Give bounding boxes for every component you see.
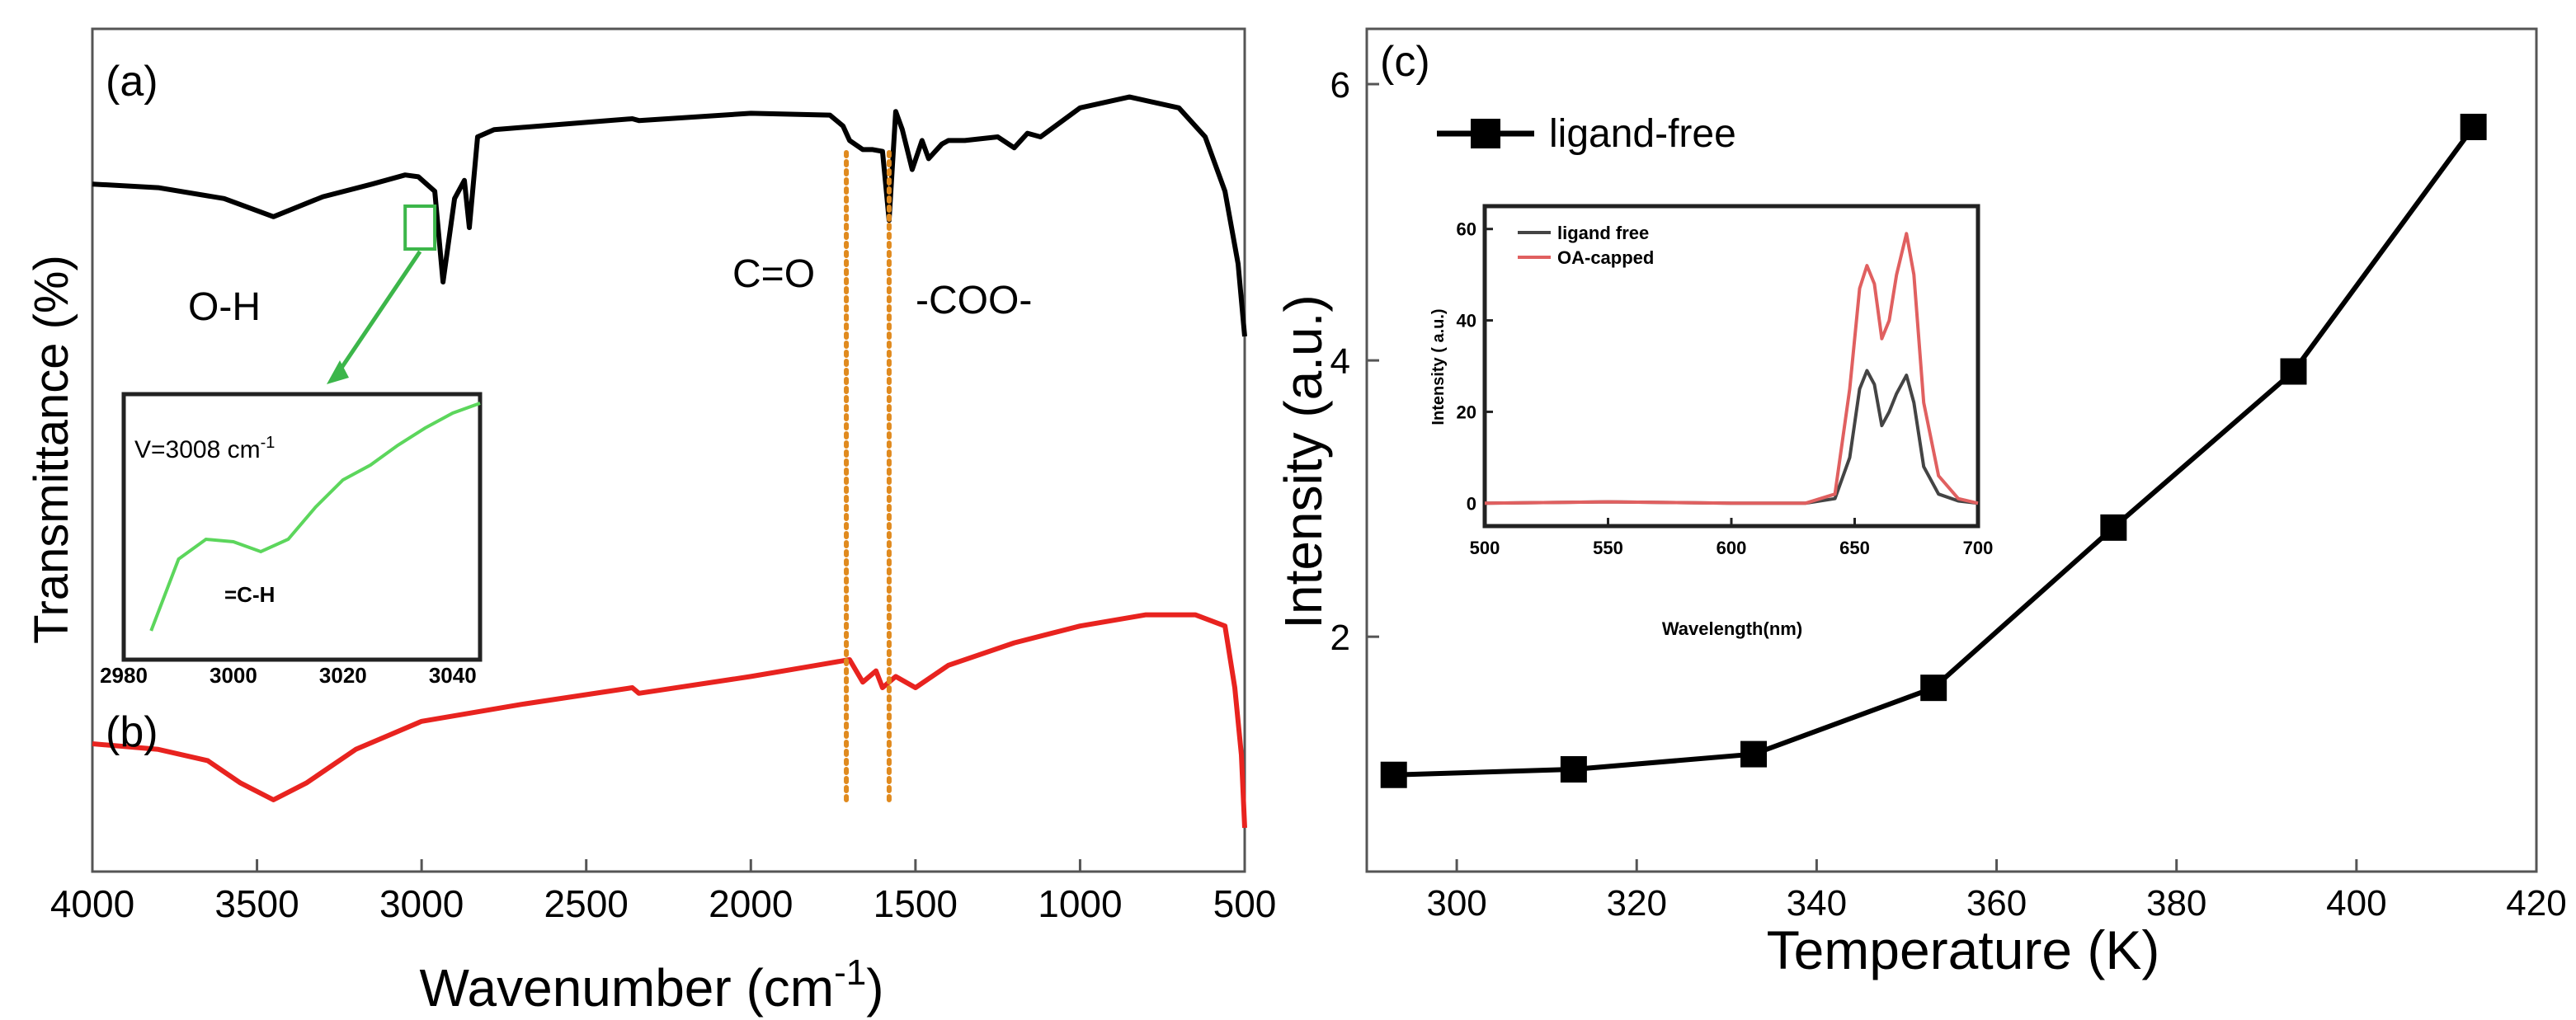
- panel-ab: 4000 3500 3000 2500 2000 1500 1000 500 (a) (b) …: [25, 27, 1277, 1018]
- panel-ab-x-tick-label-7: 500: [1213, 882, 1277, 925]
- panel-c-y-tick-label-0: 2: [1330, 618, 1350, 658]
- inset-c-y-tick-label-2: 40: [1457, 311, 1476, 331]
- panel-ab-y-axis-label: Transmittance (%): [25, 255, 78, 644]
- panel-c-inset: 500 550 600 650 700 0 20 40 60 ligand free OA-ca…: [1429, 204, 1994, 639]
- panel-ab-x-axis-label: Wavenumber (cm-1): [419, 952, 883, 1018]
- data-point-333K: [1740, 740, 1768, 768]
- inset-c-x-tick-label-1: 550: [1593, 538, 1623, 558]
- panel-c-x-tick-label-1: 320: [1607, 883, 1667, 924]
- zoom-arrow-shaft: [334, 250, 422, 377]
- panel-ab-x-tick-label-1: 3500: [214, 882, 299, 925]
- panel-c-x-tick-label-6: 420: [2506, 883, 2566, 924]
- panel-label-c: (c): [1380, 38, 1430, 86]
- panel-c-x-tick-label-0: 300: [1426, 883, 1486, 924]
- panel-ab-x-tick-label-3: 2500: [544, 882, 629, 925]
- data-point-373K: [2100, 514, 2127, 541]
- annotation-coo: -COO-: [916, 279, 1032, 322]
- inset-c-x-tick-label-2: 600: [1717, 538, 1747, 558]
- inset-ab-frame: [121, 392, 483, 662]
- data-point-293K: [1380, 761, 1407, 788]
- data-point-313K: [1560, 756, 1587, 783]
- inset-ab-line: [149, 402, 481, 632]
- series-line-b: [92, 612, 1247, 829]
- panel-c-x-tick-label-2: 340: [1787, 883, 1847, 924]
- inset-c-x-tick-label-3: 650: [1839, 538, 1870, 558]
- panel-c-x-tick-label-4: 380: [2146, 883, 2206, 924]
- panel-c-series: [1380, 113, 2487, 788]
- inset-c-y-axis-label: Intensity ( a.u.): [1429, 308, 1448, 425]
- panel-c-legend: ligand-free: [1437, 112, 1736, 156]
- panel-ab-inset: 2980 3000 3020 3040 V=3008 cm-1 =C-H: [100, 392, 483, 688]
- panel-label-b: (b): [106, 708, 158, 756]
- panel-label-a: (a): [106, 58, 158, 106]
- panel-c-x-tick-label-5: 400: [2326, 883, 2386, 924]
- inset-ab-frequency-label: V=3008 cm-1: [134, 434, 275, 463]
- legend-marker: [1471, 119, 1500, 148]
- inset-ab-x-tick-label-0: 2980: [100, 663, 148, 688]
- panel-ab-frame: [91, 27, 1246, 873]
- panel-c-y-tick-label-1: 4: [1330, 341, 1350, 382]
- inset-legend-label-ligand-free: ligand free: [1557, 223, 1649, 243]
- panel-c-x-tick-label-3: 360: [1966, 883, 2027, 924]
- inset-c-y-tick-label-0: 0: [1467, 493, 1476, 514]
- inset-ab-curve: [149, 402, 481, 632]
- panel-ab-x-ticks: 4000 3500 3000 2500 2000 1500 1000 500: [50, 859, 1277, 925]
- data-point-413K: [2460, 113, 2487, 140]
- inset-c-axes: 500 550 600 650 700 0 20 40 60: [1457, 219, 1994, 558]
- zoom-arrow-head: [327, 360, 349, 384]
- inset-c-frame: [1482, 204, 1980, 529]
- inset-c-x-axis-label: Wavelength(nm): [1662, 618, 1802, 639]
- inset-ab-x-tick-label-3: 3040: [429, 663, 477, 688]
- data-point-393K: [2280, 358, 2307, 385]
- inset-c-y-tick-label-1: 20: [1457, 402, 1476, 422]
- panel-ab-x-tick-label-2: 3000: [379, 882, 464, 925]
- annotation-co: C=O: [732, 252, 815, 296]
- inset-ab-x-tick-label-2: 3020: [319, 663, 367, 688]
- panel-c-x-axis-label: Temperature (K): [1767, 919, 2160, 980]
- inset-c-series: [1484, 232, 1979, 505]
- series-line-a: [92, 94, 1247, 337]
- inset-c-x-tick-label-4: 700: [1963, 538, 1994, 558]
- panel-ab-x-tick-label-4: 2000: [709, 882, 793, 925]
- inset-c-y-tick-label-3: 60: [1457, 219, 1476, 240]
- panel-c-frame: [1365, 27, 2538, 873]
- panel-ab-x-tick-label-0: 4000: [50, 882, 134, 925]
- inset-ab-ch-annotation: =C-H: [224, 582, 275, 607]
- inset-ab-x-tick-label-1: 3000: [210, 663, 257, 688]
- annotation-oh: O-H: [188, 285, 261, 329]
- inset-ab-x-ticks: 2980 3000 3020 3040: [100, 663, 477, 688]
- inset-c-x-tick-label-0: 500: [1470, 538, 1500, 558]
- data-point-353K: [1920, 675, 1947, 702]
- panel-ab-x-tick-label-5: 1500: [874, 882, 958, 925]
- panel-c-y-axis-label: Intensity (a.u.): [1274, 294, 1333, 629]
- panel-c-y-tick-label-2: 6: [1330, 65, 1350, 106]
- zoom-marker-box: [403, 204, 437, 251]
- legend-label-ligand-free: ligand-free: [1549, 112, 1736, 156]
- panel-ab-x-tick-label-6: 1000: [1038, 882, 1122, 925]
- inset-legend-label-oa-capped: OA-capped: [1557, 247, 1654, 268]
- inset-c-series-oa-capped: [1484, 232, 1979, 505]
- panel-ab-series: [92, 94, 1247, 829]
